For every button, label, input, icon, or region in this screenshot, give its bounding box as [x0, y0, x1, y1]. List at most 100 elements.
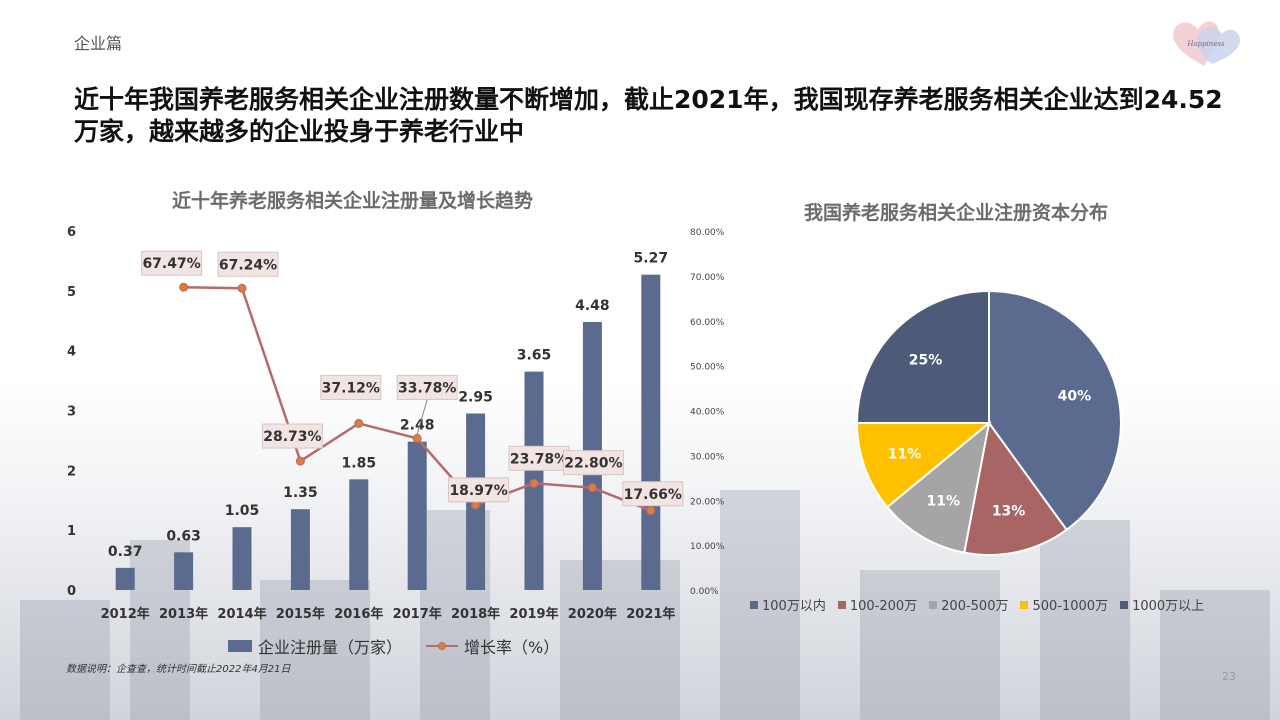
y-axis-tick-label: 3	[67, 405, 76, 420]
line-data-label: 23.78%	[510, 451, 568, 467]
line-point	[412, 433, 422, 443]
x-axis-tick-label: 2013年	[159, 606, 208, 622]
y-axis-tick-label: 5	[67, 285, 76, 300]
pie-slice-label: 40%	[1058, 388, 1092, 404]
brand-logo: Happiness	[1168, 16, 1244, 72]
page-number: 23	[1222, 670, 1236, 683]
pie-legend-item-1: 100-200万	[837, 595, 918, 614]
y2-axis-tick-label: 30.00%	[690, 452, 725, 462]
bar-chart-legend: 企业注册量（万家） 增长率（%）	[228, 634, 559, 658]
pie-legend-item-0: 100万以内	[750, 595, 826, 614]
pie-slice	[963, 420, 1068, 556]
line-point	[295, 456, 305, 466]
bar-data-label: 2.48	[400, 418, 435, 434]
y2-axis-tick-label: 40.00%	[690, 408, 725, 418]
bar-data-label: 0.63	[166, 528, 201, 544]
page-headline: 近十年我国养老服务相关企业注册数量不断增加，截止2021年，我国现存养老服务相关…	[74, 85, 1223, 146]
line-label-box	[141, 250, 203, 276]
bar-data-label: 1.85	[342, 455, 377, 471]
y-axis-tick-label: 1	[67, 524, 76, 539]
line-label-box	[320, 374, 382, 400]
pie-slice-label: 25%	[909, 353, 943, 369]
pie-legend-label: 200-500万	[941, 599, 1009, 614]
line-label-box	[396, 374, 458, 400]
line-point	[354, 418, 364, 428]
x-axis-tick-label: 2021年	[626, 606, 675, 622]
legend-swatch-line	[426, 642, 459, 650]
legend-label-bar: 企业注册量（万家）	[258, 638, 403, 657]
pie-legend-label: 100万以内	[762, 599, 826, 614]
line-data-label: 22.80%	[564, 456, 622, 472]
pie-chart: 40% 13% 11% 11% 25%	[855, 289, 1122, 556]
line-label-box	[261, 423, 323, 449]
line-data-label: 17.66%	[624, 487, 682, 503]
line-data-label: 28.73%	[263, 429, 321, 445]
bar-line-chart: 01234560.00%10.00%20.00%30.00%40.00%50.0…	[67, 225, 725, 622]
y-axis-tick-label: 0	[67, 584, 76, 599]
line-data-label: 33.78%	[398, 380, 456, 396]
line-point	[237, 283, 247, 293]
y2-axis-tick-label: 0.00%	[690, 587, 719, 597]
line-point	[646, 506, 656, 516]
source-note: 数据说明：企查查，统计时间截止2022年4月21日	[66, 664, 291, 675]
pie-slice-label: 11%	[927, 493, 961, 509]
x-axis-tick-label: 2015年	[276, 606, 325, 622]
bar	[115, 567, 135, 590]
y2-axis-tick-label: 70.00%	[690, 273, 725, 283]
line-label-box	[622, 481, 684, 507]
y2-axis-tick-label: 50.00%	[690, 363, 725, 373]
bar	[349, 479, 369, 590]
x-axis-tick-label: 2016年	[334, 606, 383, 622]
bar-data-label: 2.95	[458, 389, 493, 405]
legend-item-line: 增长率（%）	[426, 634, 559, 658]
legend-swatch-bar	[228, 640, 252, 652]
x-axis-tick-label: 2012年	[101, 606, 150, 622]
x-axis-tick-label: 2014年	[217, 606, 266, 622]
bar-data-label: 1.35	[283, 485, 318, 501]
pie-legend-label: 500-1000万	[1032, 599, 1109, 614]
line-point	[587, 483, 597, 493]
y2-axis-tick-label: 20.00%	[690, 497, 725, 507]
bar-data-label: 0.37	[108, 544, 143, 560]
section-label: 企业篇	[74, 34, 123, 53]
bar-data-label: 3.65	[517, 348, 552, 364]
pie-slice-label: 13%	[992, 504, 1026, 520]
line-label-box	[448, 477, 510, 503]
y2-axis-tick-label: 10.00%	[690, 542, 725, 552]
pie-chart-title: 我国养老服务相关企业注册资本分布	[804, 202, 1109, 224]
pie-legend-item-4: 1000万以上	[1120, 595, 1204, 614]
bar-data-label: 5.27	[634, 251, 669, 267]
bar	[174, 552, 194, 590]
line-label-box	[508, 445, 570, 471]
bar	[407, 441, 427, 590]
y-axis-tick-label: 4	[67, 345, 76, 360]
pie-legend-item-2: 200-500万	[929, 595, 1008, 614]
bar	[290, 509, 310, 590]
pie-slice	[988, 289, 1122, 532]
y-axis-tick-label: 2	[67, 464, 76, 479]
y2-axis-tick-label: 60.00%	[690, 318, 725, 328]
label-leader-line	[416, 399, 428, 435]
line-point	[179, 282, 189, 292]
pie-legend-label: 100-200万	[849, 599, 918, 614]
line-data-label: 37.12%	[322, 380, 380, 396]
svg-text:Happiness: Happiness	[1186, 40, 1225, 48]
pie-legend-item-3: 500-1000万	[1020, 595, 1108, 614]
pie-legend-label: 1000万以上	[1132, 599, 1205, 614]
line-label-box	[217, 251, 279, 277]
pie-slice	[885, 420, 991, 554]
line-data-label: 67.24%	[219, 257, 277, 273]
bar	[232, 527, 252, 590]
line-data-label: 67.47%	[142, 256, 200, 272]
y-axis-tick-label: 6	[67, 225, 76, 240]
bar	[641, 274, 661, 590]
bar-data-label: 4.48	[575, 298, 610, 314]
line-data-label: 18.97%	[449, 483, 507, 499]
pie-slice	[855, 422, 992, 509]
line-label-box	[562, 450, 624, 476]
legend-item-bar: 企业注册量（万家）	[228, 634, 402, 658]
pie-slice	[855, 289, 990, 424]
pie-chart-legend: 100万以内 100-200万 200-500万 500-1000万 1000万…	[750, 595, 1204, 614]
x-axis-tick-label: 2020年	[568, 606, 617, 622]
x-axis-tick-label: 2018年	[451, 606, 500, 622]
